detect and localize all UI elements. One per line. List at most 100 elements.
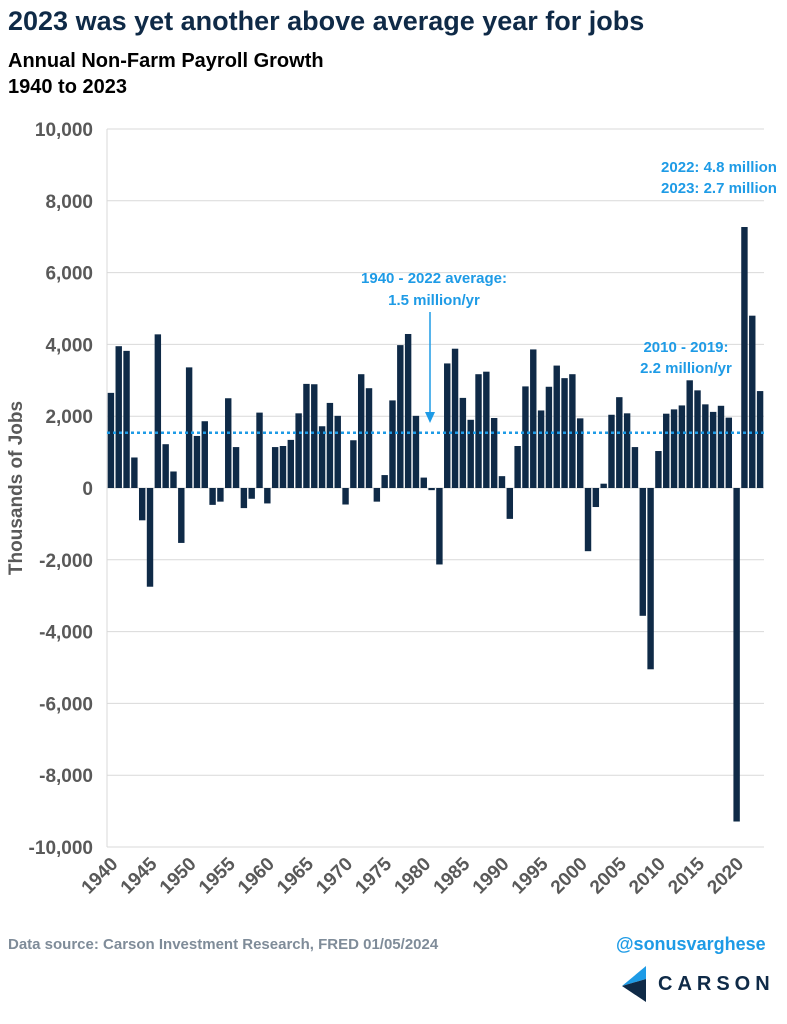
bar-2020 bbox=[733, 488, 740, 822]
y-tick-label: -6,000 bbox=[39, 694, 93, 715]
x-tick-label: 1960 bbox=[234, 854, 279, 899]
bar-1949 bbox=[178, 488, 185, 543]
bar-2012 bbox=[670, 409, 678, 488]
bar-1995 bbox=[537, 410, 545, 488]
bar-1958 bbox=[248, 488, 255, 499]
y-tick-label: 10,000 bbox=[35, 120, 93, 141]
x-tick-label: 1985 bbox=[430, 853, 475, 898]
bar-1981 bbox=[428, 488, 435, 491]
x-tick-label: 1980 bbox=[391, 854, 436, 899]
y-tick-label: -4,000 bbox=[39, 623, 93, 644]
y-tick-labels: 10,000 8,000 6,000 4,000 2,000 0 -2,000 -4,000 -… bbox=[29, 120, 93, 859]
bar-1950 bbox=[185, 367, 193, 488]
author-handle[interactable]: @sonusvarghese bbox=[616, 934, 766, 954]
subtitle-line-1: Annual Non-Farm Payroll Growth bbox=[8, 50, 324, 72]
bar-2014 bbox=[686, 380, 693, 488]
bar-2009 bbox=[647, 488, 654, 670]
average-arrow-head bbox=[425, 412, 435, 423]
x-tick-label: 1950 bbox=[156, 854, 201, 899]
bar-2000 bbox=[576, 418, 584, 488]
bar-1948 bbox=[170, 471, 177, 488]
y-tick-label: 0 bbox=[82, 479, 93, 500]
carson-logo: CARSON bbox=[622, 966, 775, 1002]
x-tick-labels: 1940194519501955196019651970197519801985… bbox=[78, 853, 748, 898]
bar-2011 bbox=[663, 413, 670, 488]
x-tick-label: 1975 bbox=[351, 853, 396, 898]
bar-1954 bbox=[217, 488, 224, 502]
bar-1965 bbox=[303, 383, 310, 488]
bar-1999 bbox=[569, 374, 576, 488]
x-tick-label: 1955 bbox=[195, 853, 240, 898]
bar-2002 bbox=[592, 488, 600, 508]
y-tick-label: -2,000 bbox=[39, 551, 93, 572]
bar-1973 bbox=[365, 388, 373, 488]
x-tick-label: 1990 bbox=[469, 854, 514, 899]
bar-1967 bbox=[318, 426, 326, 488]
bar-1940 bbox=[107, 392, 115, 488]
bar-2016 bbox=[702, 404, 709, 488]
bar-1970 bbox=[342, 488, 349, 505]
bar-1969 bbox=[334, 415, 341, 488]
bar-1957 bbox=[240, 488, 248, 509]
bar-1977 bbox=[397, 345, 404, 488]
bar-chart: 10,000 8,000 6,000 4,000 2,000 0 -2,000 -4,000 -… bbox=[6, 120, 777, 898]
carson-logo-text: CARSON bbox=[658, 972, 775, 995]
bar-2006 bbox=[623, 413, 631, 488]
subtitle-line-2: 1940 to 2023 bbox=[8, 76, 127, 98]
x-tick-label: 2010 bbox=[625, 854, 670, 899]
bar-1975 bbox=[381, 475, 388, 488]
annotation-3-line-1: 2022: 4.8 million bbox=[661, 159, 777, 176]
bar-1993 bbox=[522, 386, 529, 488]
bar-2013 bbox=[678, 405, 686, 488]
bar-1991 bbox=[506, 488, 514, 519]
bar-1974 bbox=[373, 488, 381, 502]
bar-1955 bbox=[225, 398, 232, 488]
bar-1971 bbox=[350, 440, 357, 488]
y-tick-label: 8,000 bbox=[45, 192, 93, 213]
annotation-3-line-2: 2023: 2.7 million bbox=[661, 180, 777, 197]
bar-1953 bbox=[209, 488, 216, 505]
x-tick-label: 2005 bbox=[586, 853, 631, 898]
bar-1996 bbox=[545, 386, 553, 488]
bar-1994 bbox=[530, 349, 537, 488]
bar-1980 bbox=[420, 477, 427, 488]
bar-1944 bbox=[138, 488, 146, 521]
bar-1951 bbox=[193, 435, 201, 488]
bar-1964 bbox=[295, 413, 302, 488]
bar-2021 bbox=[741, 227, 748, 488]
y-tick-label: -8,000 bbox=[39, 766, 93, 787]
bar-2015 bbox=[694, 390, 701, 488]
y-tick-label: 4,000 bbox=[45, 335, 93, 356]
bar-1961 bbox=[271, 447, 279, 488]
bar-2022 bbox=[749, 315, 756, 488]
bar-1992 bbox=[514, 445, 521, 488]
bar-1985 bbox=[459, 397, 467, 488]
bar-2008 bbox=[639, 488, 646, 616]
bar-2018 bbox=[717, 405, 725, 488]
data-source: Data source: Carson Investment Research,… bbox=[8, 936, 439, 953]
bar-1979 bbox=[412, 415, 420, 488]
bar-1959 bbox=[256, 412, 263, 488]
bar-1963 bbox=[287, 439, 295, 488]
x-tick-label: 1995 bbox=[508, 853, 553, 898]
x-tick-label: 1965 bbox=[273, 853, 318, 898]
annotation-2-line-1: 2010 - 2019: bbox=[643, 339, 728, 356]
x-tick-label: 2020 bbox=[703, 854, 748, 899]
bar-1966 bbox=[311, 384, 318, 488]
bar-2001 bbox=[584, 488, 592, 552]
bar-1983 bbox=[444, 363, 451, 488]
bar-2004 bbox=[608, 414, 615, 488]
bar-1986 bbox=[467, 419, 474, 488]
bars bbox=[107, 227, 764, 822]
bar-2003 bbox=[600, 483, 607, 488]
chart-subtitle: Annual Non-Farm Payroll Growth 1940 to 2… bbox=[8, 48, 324, 100]
bar-1976 bbox=[389, 400, 396, 488]
bar-1960 bbox=[264, 488, 271, 504]
bar-1952 bbox=[201, 421, 208, 488]
x-tick-label: 1945 bbox=[117, 853, 162, 898]
y-tick-label: -10,000 bbox=[29, 838, 93, 859]
bar-2023 bbox=[756, 391, 764, 488]
bar-1997 bbox=[553, 365, 560, 488]
y-tick-label: 2,000 bbox=[45, 407, 93, 428]
bar-1946 bbox=[154, 334, 162, 488]
